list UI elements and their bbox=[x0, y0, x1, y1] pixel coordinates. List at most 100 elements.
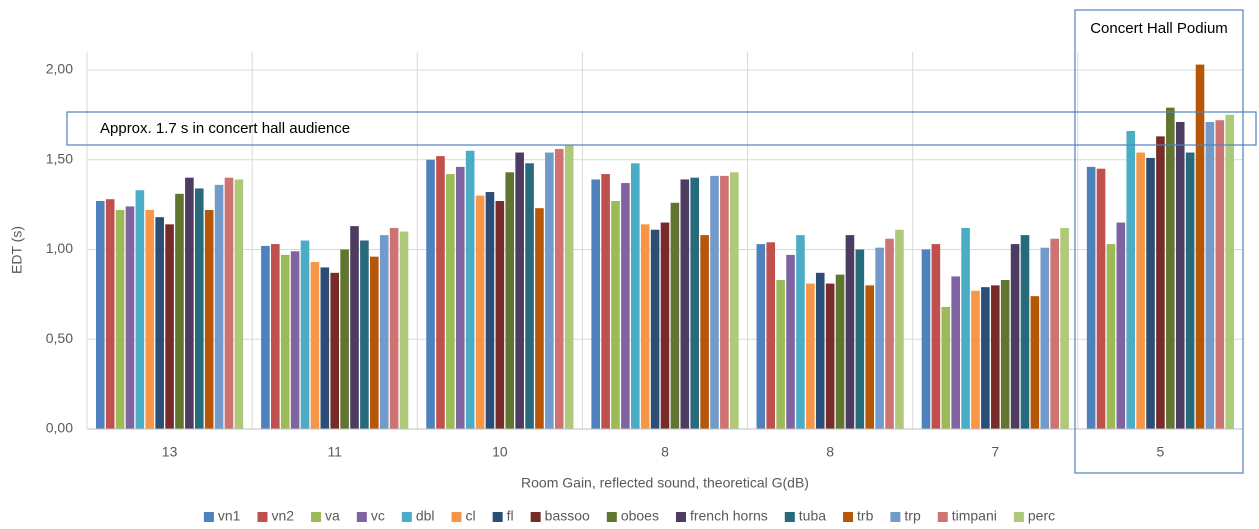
bar bbox=[465, 150, 475, 429]
bar bbox=[591, 179, 600, 429]
bar bbox=[1050, 238, 1059, 429]
bar bbox=[815, 272, 825, 429]
legend-swatch bbox=[401, 512, 412, 522]
bar bbox=[399, 231, 409, 429]
bar bbox=[680, 179, 690, 429]
bar bbox=[621, 183, 630, 429]
bar bbox=[720, 175, 729, 429]
legend-swatch bbox=[1013, 512, 1024, 522]
bar bbox=[835, 274, 845, 429]
bar bbox=[300, 240, 310, 429]
legend: vn1 vn2 va vc dbl cl fl bassoo oboes french horns… bbox=[203, 508, 1055, 524]
bar bbox=[135, 190, 145, 429]
bar bbox=[1185, 152, 1195, 430]
bar bbox=[1225, 114, 1235, 429]
bar bbox=[495, 201, 505, 429]
bar bbox=[611, 201, 620, 429]
y-tick-label: 1,00 bbox=[46, 240, 73, 256]
legend-swatch bbox=[530, 512, 541, 522]
bar bbox=[650, 229, 660, 429]
bar bbox=[95, 201, 105, 429]
legend-label: french horns bbox=[690, 508, 768, 524]
bar bbox=[564, 145, 574, 429]
bar bbox=[990, 285, 1000, 429]
bar bbox=[1156, 136, 1165, 429]
bar bbox=[446, 174, 455, 429]
bar bbox=[1205, 122, 1215, 429]
bar bbox=[895, 229, 904, 429]
bar bbox=[485, 192, 495, 429]
bar bbox=[185, 177, 194, 429]
bar bbox=[921, 249, 931, 429]
legend-swatch bbox=[356, 512, 367, 522]
legend-label: timpani bbox=[952, 508, 997, 524]
bar bbox=[855, 249, 865, 429]
bar bbox=[1086, 166, 1096, 429]
bar bbox=[234, 179, 244, 429]
bar bbox=[690, 177, 699, 429]
bar bbox=[670, 202, 680, 429]
y-tick-label: 1,50 bbox=[46, 150, 73, 166]
legend-swatch bbox=[675, 512, 686, 522]
x-axis-title: Room Gain, reflected sound, theoretical … bbox=[521, 475, 809, 491]
y-tick-label: 0,50 bbox=[46, 330, 73, 346]
legend-label: perc bbox=[1028, 508, 1055, 524]
bar bbox=[535, 208, 544, 429]
bar bbox=[194, 188, 204, 429]
bar bbox=[806, 283, 815, 429]
bar bbox=[436, 156, 445, 429]
bar bbox=[1215, 120, 1225, 429]
bar bbox=[941, 306, 951, 429]
legend-swatch bbox=[451, 512, 462, 522]
bar bbox=[261, 245, 270, 429]
bar bbox=[1136, 152, 1145, 430]
annotation: Approx. 1.7 s in concert hall audience bbox=[100, 120, 350, 137]
bar bbox=[320, 267, 330, 429]
bar bbox=[1010, 244, 1020, 429]
bar bbox=[280, 254, 290, 429]
bar bbox=[776, 279, 785, 429]
x-tick-label: 8 bbox=[826, 444, 834, 460]
bar bbox=[1126, 130, 1136, 429]
bar bbox=[360, 240, 369, 429]
bar bbox=[426, 159, 435, 429]
legend-label: bassoo bbox=[545, 508, 590, 524]
legend-swatch bbox=[492, 512, 503, 522]
annotation: Concert Hall Podium bbox=[1090, 20, 1228, 37]
bar bbox=[1060, 227, 1069, 429]
bar bbox=[961, 227, 970, 429]
x-tick-label: 5 bbox=[1157, 444, 1165, 460]
bar bbox=[105, 199, 115, 429]
bar bbox=[1166, 107, 1175, 430]
bar bbox=[730, 172, 739, 429]
annotation-box bbox=[66, 111, 1257, 146]
bar bbox=[455, 166, 465, 429]
bar bbox=[115, 209, 125, 429]
bar bbox=[340, 249, 349, 429]
x-tick-label: 7 bbox=[991, 444, 999, 460]
bar bbox=[204, 209, 214, 429]
y-axis-title: EDT (s) bbox=[9, 226, 25, 274]
bar bbox=[875, 247, 884, 429]
bar bbox=[214, 184, 224, 429]
x-tick-label: 11 bbox=[327, 444, 342, 460]
y-tick-label: 2,00 bbox=[46, 61, 73, 77]
plot-layer: 0,00 0,50 1,00 1,50 2,00 13 11 10 8 8 7 5 vn1 vn2 va vc… bbox=[46, 52, 1244, 524]
bar bbox=[545, 152, 554, 430]
bar bbox=[631, 163, 640, 430]
bar bbox=[931, 244, 941, 429]
bar bbox=[525, 163, 534, 430]
bar bbox=[660, 222, 670, 429]
legend-swatch bbox=[203, 512, 214, 522]
bar bbox=[330, 272, 340, 429]
bar bbox=[515, 152, 524, 430]
bar bbox=[389, 227, 399, 429]
legend-label: vn2 bbox=[271, 508, 294, 524]
x-tick-label: 10 bbox=[492, 444, 508, 460]
legend-swatch bbox=[890, 512, 901, 522]
legend-label: oboes bbox=[621, 508, 659, 524]
bar bbox=[640, 224, 650, 429]
bar bbox=[825, 283, 835, 429]
